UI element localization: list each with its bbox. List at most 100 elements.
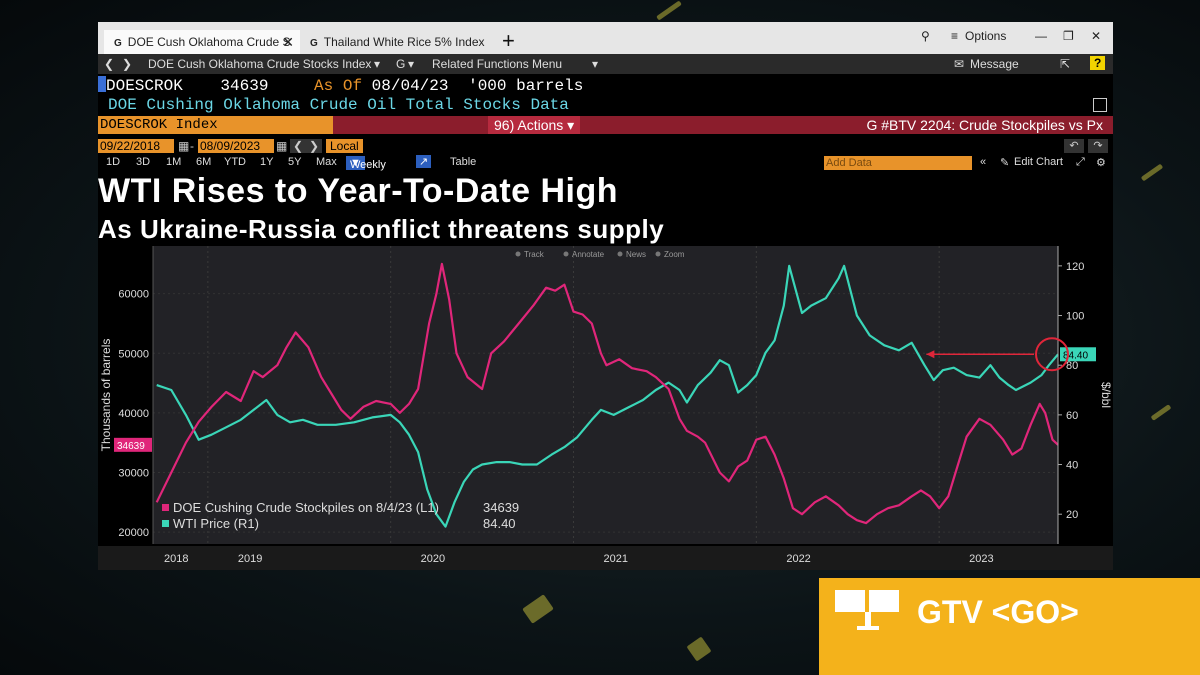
edit-icon: ✎ — [1000, 157, 1010, 169]
right-tick-label: 60 — [1066, 410, 1078, 422]
legend-stockpiles-value: 34639 — [483, 500, 519, 515]
right-tick-label: 40 — [1066, 460, 1078, 472]
expand-icon[interactable]: ⤢ — [1076, 156, 1085, 168]
window-controls: ⚲ ≡ Options — ❐ ✕ — [913, 22, 1113, 54]
menu-icon: ≡ — [951, 29, 959, 43]
message-button[interactable]: Message — [970, 57, 1019, 71]
left-tick-label: 20000 — [118, 527, 149, 539]
security-field[interactable]: DOESCROK Index — [98, 116, 333, 134]
quote-unit: '000 barrels — [468, 77, 584, 95]
period-6m[interactable]: 6M — [196, 156, 212, 168]
tab-thailand-rice[interactable]: G Thailand White Rice 5% Index — [300, 30, 496, 54]
forward-arrow-icon[interactable]: ❯ — [122, 57, 133, 71]
period-1y[interactable]: 1Y — [260, 156, 274, 168]
axes: 20000 30000 40000 50000 60000 20 40 60 80 100 120 2… — [98, 246, 1113, 570]
legend-wti-value: 84.40 — [483, 516, 516, 531]
add-data-input[interactable]: Add Data — [824, 156, 972, 170]
legend: DOE Cushing Crude Stockpiles on 8/4/23 (… — [162, 500, 519, 531]
right-tick-label: 80 — [1066, 360, 1078, 372]
calendar-icon[interactable]: ▦ — [178, 139, 190, 153]
left-tick-label: 40000 — [118, 408, 149, 420]
next-range-icon[interactable]: ❯ — [306, 139, 323, 153]
user-icon[interactable]: ⚲ — [921, 29, 930, 43]
gridlines — [153, 246, 1058, 566]
tab-label: Thailand White Rice 5% Index — [323, 35, 485, 49]
background-streak — [656, 0, 682, 21]
gtv-banner: GTV <GO> — [819, 578, 1200, 675]
frequency-select[interactable]: Weekly ▼ — [346, 156, 386, 171]
left-tick-label: 50000 — [118, 348, 149, 360]
left-axis-title: Thousands of barrels — [99, 339, 113, 452]
period-5y[interactable]: 5Y — [288, 156, 302, 168]
g-icon: G — [310, 38, 318, 49]
toolbar-zoom-label: Zoom — [664, 250, 685, 259]
collapse-icon[interactable]: « — [980, 156, 987, 168]
toolbar-news-label: News — [626, 250, 646, 259]
back-arrow-icon[interactable]: ❮ — [104, 57, 115, 71]
security-menu[interactable]: DOE Cush Oklahoma Crude Stocks Index — [148, 57, 372, 71]
bloomberg-terminal-window: G DOE Cush Oklahoma Crude S ✕ G Thailand W… — [98, 22, 1113, 570]
g-menu[interactable]: G — [396, 57, 406, 71]
ticker-cursor — [98, 76, 106, 92]
close-window-icon[interactable]: ✕ — [1091, 29, 1102, 43]
end-date-input[interactable]: 08/09/2023 — [198, 139, 274, 153]
chevron-down-icon: ▾ — [592, 57, 599, 71]
gtv-label: GTV <GO> — [917, 594, 1079, 630]
legend-wti-label: WTI Price (R1) — [173, 516, 259, 531]
related-functions-menu[interactable]: Related Functions Menu — [432, 57, 563, 71]
frequency-label: Weekly — [350, 159, 386, 171]
calendar-icon[interactable]: ▦ — [276, 139, 288, 153]
tab-bar: G DOE Cush Oklahoma Crude S ✕ G Thailand W… — [98, 22, 1113, 54]
g-icon: G — [114, 38, 122, 49]
help-button[interactable]: ? — [1090, 56, 1106, 70]
prev-range-icon[interactable]: ❮ — [290, 139, 307, 153]
redo-icon[interactable]: ↷ — [1088, 139, 1108, 153]
plot-area — [153, 246, 1058, 544]
legend-stockpiles-label: DOE Cushing Crude Stockpiles on 8/4/23 (… — [173, 500, 439, 515]
resize-icon[interactable] — [1093, 98, 1107, 112]
highlight-circle — [1035, 337, 1069, 372]
right-tick-label: 20 — [1066, 509, 1078, 521]
edit-chart-button[interactable]: Edit Chart — [1014, 156, 1063, 168]
range-dash: - — [190, 139, 194, 153]
start-date-input[interactable]: 09/22/2018 — [98, 139, 174, 153]
x-tick-label: 2023 — [969, 553, 993, 565]
x-axis-band — [98, 546, 1113, 570]
x-tick-label: 2018 — [164, 553, 188, 565]
currency-select[interactable]: Local CCY — [326, 139, 363, 167]
options-button[interactable]: Options — [965, 29, 1007, 43]
legend-wti-swatch — [162, 520, 169, 527]
quote-value: 34639 — [220, 77, 269, 95]
restore-icon[interactable]: ❐ — [1063, 29, 1074, 43]
undo-icon[interactable]: ↶ — [1064, 139, 1084, 153]
btv-title: G #BTV 2204: Crude Stockpiles vs Px — [866, 117, 1103, 133]
series-lines — [155, 262, 1059, 528]
left-tick-label: 60000 — [118, 289, 149, 301]
x-tick-label: 2022 — [786, 553, 810, 565]
left-tick-label: 30000 — [118, 467, 149, 479]
toolbar-zoom-icon — [655, 251, 661, 257]
line-chart: Track Annotate News Zoom 20000 30000 40000 500… — [98, 246, 1113, 570]
actions-menu[interactable]: 96) Actions ▾ — [488, 116, 581, 134]
table-button[interactable]: Table — [450, 156, 477, 168]
legend-stockpiles-swatch — [162, 504, 169, 511]
settings-icon[interactable]: ⚙ — [1096, 157, 1106, 169]
new-tab-button[interactable]: + — [502, 28, 515, 53]
chart-type-icon[interactable]: ↗ — [416, 155, 432, 168]
as-of-date: 08/04/23 — [371, 77, 449, 95]
minimize-icon[interactable]: — — [1035, 29, 1047, 43]
period-1m[interactable]: 1M — [166, 156, 182, 168]
tab-doe-cushing[interactable]: G DOE Cush Oklahoma Crude S ✕ — [104, 30, 300, 54]
share-icon[interactable]: ⇱ — [1060, 57, 1071, 71]
period-1d[interactable]: 1D — [106, 156, 121, 168]
period-ytd[interactable]: YTD — [224, 156, 246, 168]
period-3d[interactable]: 3D — [136, 156, 151, 168]
period-max[interactable]: Max — [316, 156, 337, 168]
headline: WTI Rises to Year-To-Date High — [98, 172, 619, 210]
monitor-icon — [835, 590, 899, 630]
toolbar-track-icon — [515, 251, 521, 257]
x-tick-label: 2021 — [604, 553, 628, 565]
close-icon[interactable]: ✕ — [282, 34, 294, 50]
function-bar: DOESCROK Index 96) Actions ▾ G #BTV 2204… — [98, 116, 1113, 134]
wti-value-label: 84.40 — [1063, 350, 1088, 361]
